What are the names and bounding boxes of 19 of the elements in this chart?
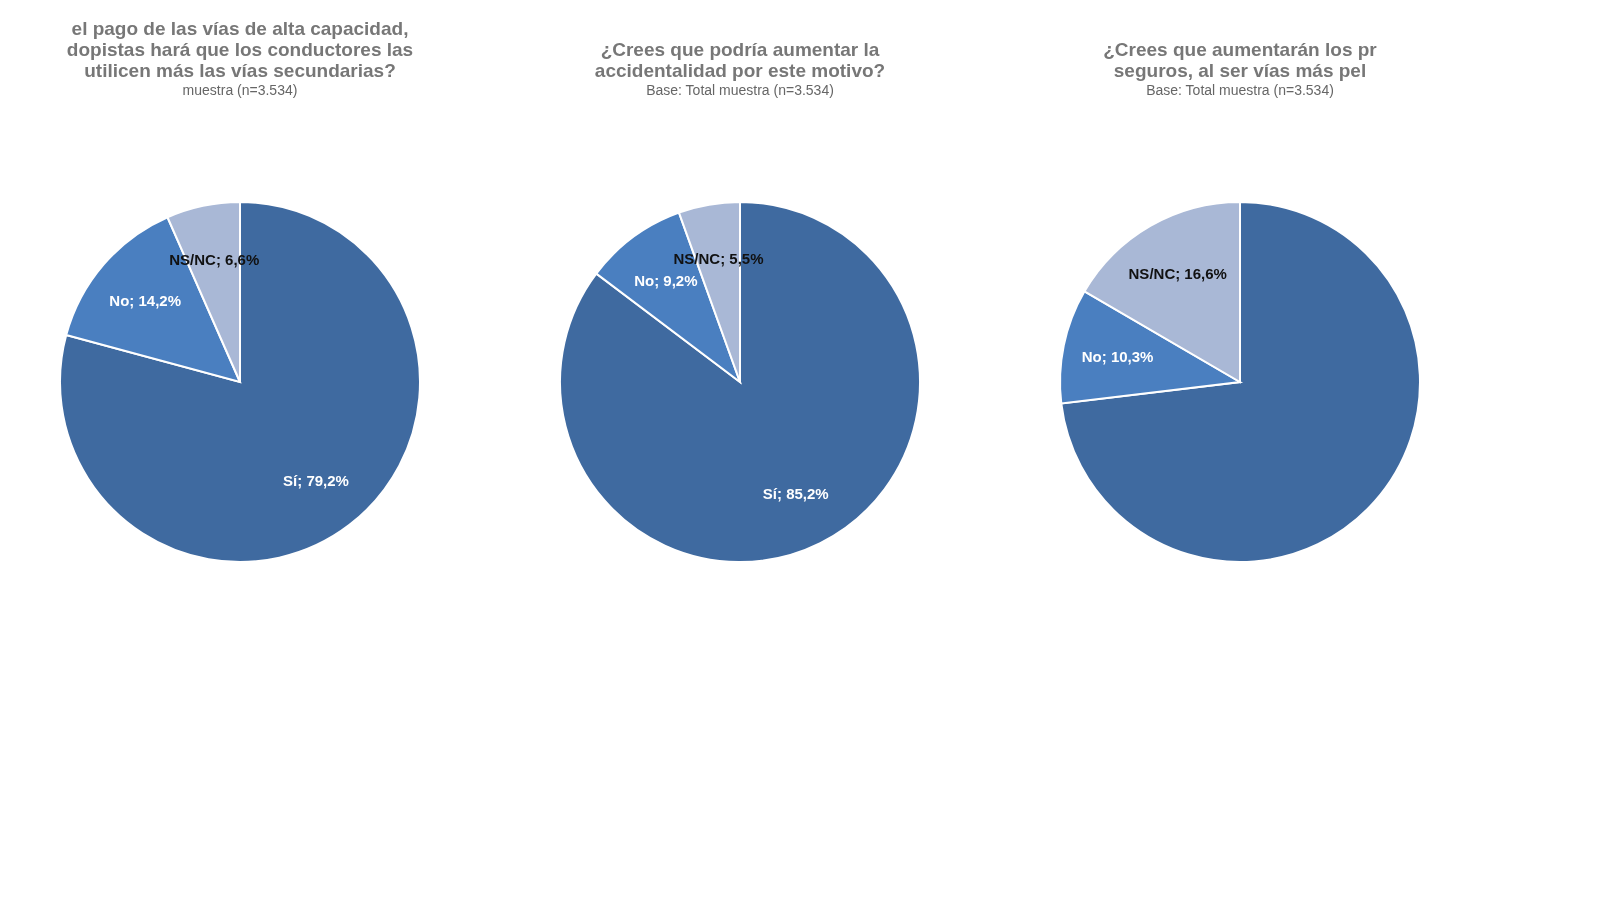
slice-label: NS/NC; 16,6%: [1128, 264, 1227, 282]
text: ¿Crees que aumentarán los pr: [1103, 39, 1377, 60]
text: el pago de las vías de alta capacidad,: [71, 18, 409, 39]
text: dopistas hará que los conductores las: [66, 39, 414, 60]
text: seguros, al ser vías más pel: [1113, 60, 1367, 81]
pie-slice: [559, 201, 921, 563]
text: ¿Crees que podría aumentar la: [600, 39, 880, 60]
slice-label: No; 10,3%: [1081, 347, 1154, 365]
text: Base: Total muestra (n=3.534): [646, 82, 834, 98]
text: accidentalidad por este motivo?: [594, 60, 886, 81]
text: muestra (n=3.534): [182, 82, 298, 98]
slice-label: No; 14,2%: [109, 291, 182, 309]
text: Base: Total muestra (n=3.534): [1146, 82, 1334, 98]
pie-slice: [59, 201, 421, 563]
pie-slice: [1060, 201, 1421, 563]
slice-label: No; 9,2%: [634, 272, 698, 290]
slice-label: Sí; 85,2%: [762, 484, 829, 502]
text: utilicen más las vías secundarias?: [84, 60, 396, 81]
slice-label: Sí; 79,2%: [283, 472, 349, 490]
